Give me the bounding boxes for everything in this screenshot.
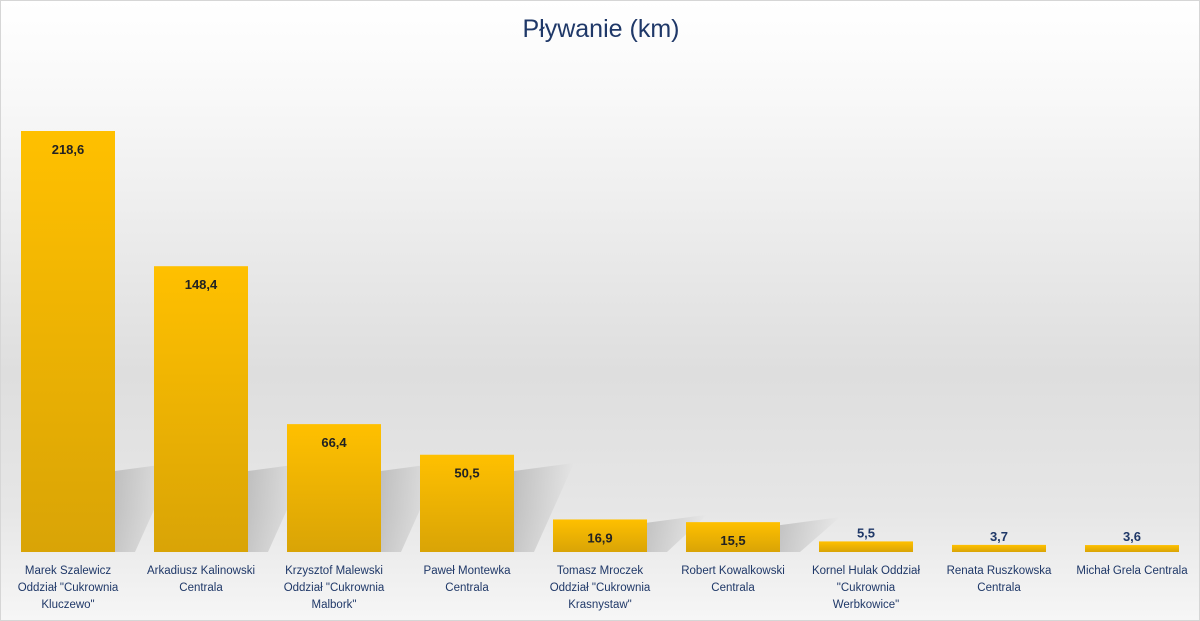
- bar: [420, 454, 514, 552]
- category-label: Arkadiusz Kalinowski Centrala: [147, 565, 255, 594]
- bar: [287, 424, 381, 552]
- bar-value-label: 16,9: [587, 530, 612, 545]
- bar-value-label: 148,4: [185, 277, 218, 292]
- bar-value-label: 3,6: [1123, 529, 1141, 544]
- bar-value-label: 15,5: [720, 533, 745, 548]
- category-label: Kornel Hulak Oddział "Cukrownia Werbkowice…: [812, 565, 920, 611]
- category-labels-group: Marek Szalewicz Oddział "Cukrownia Kluczew…: [18, 565, 1189, 611]
- bar-value-label: 218,6: [52, 142, 85, 157]
- bar-value-label: 66,4: [321, 435, 347, 450]
- bar-shadow: [780, 517, 840, 552]
- category-label: Krzysztof Malewski Oddział "Cukrownia Malb…: [284, 565, 385, 611]
- bar-shadow: [514, 463, 574, 552]
- bars-group: [21, 131, 1179, 552]
- bar: [686, 522, 780, 552]
- bar-value-label: 5,5: [857, 525, 875, 540]
- category-label: Robert Kowalkowski Centrala: [681, 565, 785, 594]
- chart-title: Pływanie (km): [522, 15, 680, 43]
- category-label: Renata Ruszkowska Centrala: [947, 565, 1052, 594]
- category-label: Michał Grela Centrala: [1076, 565, 1188, 577]
- bar: [553, 519, 647, 552]
- bar-value-label: 3,7: [990, 529, 1008, 544]
- bar-value-label: 50,5: [454, 466, 479, 481]
- category-label: Marek Szalewicz Oddział "Cukrownia Kluczew…: [18, 565, 119, 611]
- bar: [21, 131, 115, 552]
- category-label: Tomasz Mroczek Oddział "Cukrownia Krasnyst…: [550, 565, 651, 611]
- bar: [952, 544, 1046, 552]
- value-labels-group: 218,6 148,4 66,4 50,5 16,9 15,5 5,5 3,7 3,6: [52, 142, 1141, 548]
- bar: [819, 541, 913, 552]
- bar: [1085, 545, 1179, 552]
- bar: [154, 266, 248, 552]
- category-label: Paweł Montewka Centrala: [424, 565, 512, 594]
